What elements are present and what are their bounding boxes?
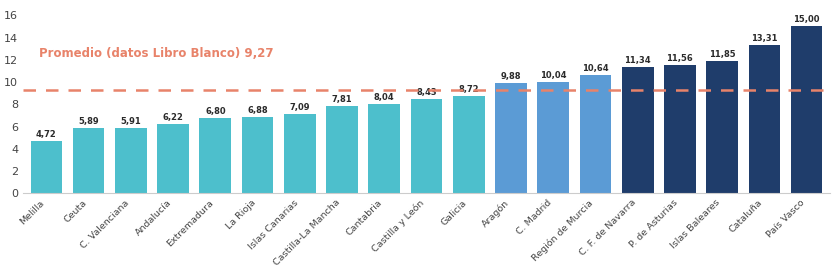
Bar: [284, 115, 315, 193]
Text: 5,91: 5,91: [120, 116, 141, 125]
Bar: [495, 83, 527, 193]
Text: 7,09: 7,09: [289, 103, 310, 112]
Bar: [31, 141, 63, 193]
Bar: [115, 128, 147, 193]
Bar: [369, 104, 400, 193]
Text: 15,00: 15,00: [793, 16, 820, 24]
Text: 10,04: 10,04: [540, 70, 566, 80]
Bar: [622, 67, 654, 193]
Text: 5,89: 5,89: [78, 117, 99, 126]
Text: 6,80: 6,80: [205, 107, 226, 116]
Text: 13,31: 13,31: [751, 34, 777, 43]
Bar: [453, 96, 485, 193]
Bar: [410, 100, 442, 193]
Text: 11,85: 11,85: [709, 50, 736, 60]
Bar: [664, 65, 696, 193]
Text: 9,88: 9,88: [500, 72, 521, 81]
Text: 4,72: 4,72: [36, 130, 57, 139]
Text: Promedio (datos Libro Blanco) 9,27: Promedio (datos Libro Blanco) 9,27: [39, 47, 274, 60]
Bar: [199, 118, 231, 193]
Text: 11,34: 11,34: [625, 56, 651, 65]
Text: 7,81: 7,81: [332, 95, 352, 104]
Bar: [537, 82, 569, 193]
Bar: [580, 75, 611, 193]
Text: 11,56: 11,56: [666, 54, 693, 63]
Bar: [749, 45, 781, 193]
Bar: [706, 61, 738, 193]
Bar: [791, 26, 822, 193]
Bar: [242, 117, 274, 193]
Bar: [326, 106, 358, 193]
Bar: [73, 128, 104, 193]
Text: 6,88: 6,88: [247, 106, 268, 115]
Text: 8,72: 8,72: [459, 85, 479, 94]
Text: 10,64: 10,64: [582, 64, 609, 73]
Text: 8,43: 8,43: [416, 88, 437, 97]
Bar: [158, 124, 189, 193]
Text: 8,04: 8,04: [374, 93, 394, 102]
Text: 6,22: 6,22: [163, 113, 183, 122]
